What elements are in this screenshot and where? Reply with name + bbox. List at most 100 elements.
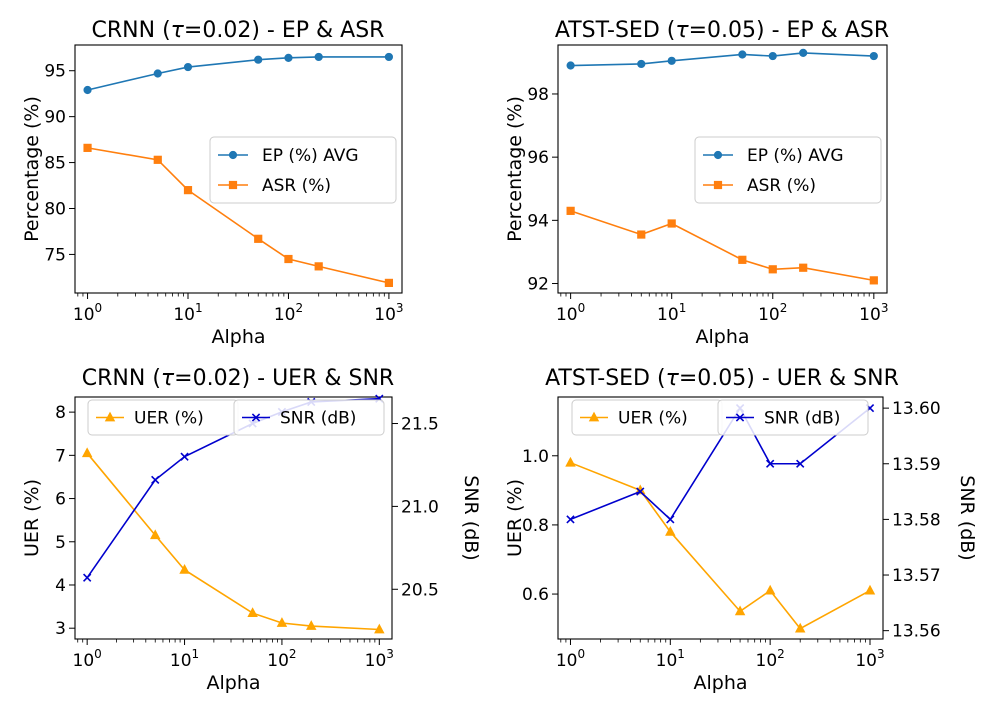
data-point (83, 143, 92, 152)
data-point (183, 62, 193, 72)
y-tick-label: 90 (44, 108, 66, 128)
y-tick-label: 7 (55, 446, 66, 466)
data-point (284, 254, 293, 264)
series-asr (566, 206, 878, 285)
x-tick-exponent: 1 (192, 647, 200, 661)
x-tick-exponent: 1 (677, 647, 685, 661)
data-point (738, 50, 747, 59)
data-point (869, 51, 878, 61)
y-tick-label: 0.6 (522, 585, 549, 605)
x-tick-label: 103 (365, 647, 394, 671)
series-line (570, 52, 874, 67)
y2-tick-label: 13.59 (892, 455, 941, 475)
data-point (565, 456, 576, 467)
data-point (247, 607, 258, 617)
y2-tick-label: 21.5 (401, 415, 439, 435)
data-point (83, 85, 92, 95)
data-point (81, 447, 93, 458)
x-tick-exponent: 0 (577, 647, 585, 661)
legend: UER (%) SNR (dB) (571, 399, 869, 436)
x-tick-base: 10 (657, 305, 679, 325)
data-point (637, 59, 646, 69)
x-tick-exponent: 2 (289, 647, 297, 661)
y-tick-label: 4 (55, 576, 66, 596)
legend-marker (735, 413, 745, 422)
y-tick-label: 1.0 (522, 447, 549, 467)
x-tick-label: 103 (374, 301, 403, 325)
x-tick-base: 10 (73, 651, 95, 671)
x-tick-label: 102 (267, 647, 296, 671)
legend-box (694, 136, 882, 204)
y-axis: 3 4 5 6 7 8 UER (%) (21, 403, 75, 639)
plot-frame (74, 396, 393, 640)
data-point (665, 525, 676, 536)
x-tick-label: 101 (656, 647, 685, 671)
x-tick-base: 10 (274, 305, 296, 325)
series-line (86, 452, 380, 631)
x-tick-label: 101 (170, 647, 199, 671)
y2-tick-label: 20.5 (401, 580, 439, 600)
x-axis-label: Alpha (206, 672, 260, 694)
data-point (768, 265, 777, 274)
x-tick-exponent: 3 (396, 301, 404, 315)
x-tick-label: 101 (173, 301, 202, 325)
plot-frame (557, 396, 884, 640)
y-tick-label: 6 (55, 490, 66, 510)
plot-frame (74, 44, 403, 294)
y2-tick-label: 13.58 (892, 510, 941, 530)
y-tick-label: 92 (527, 275, 549, 295)
chart-title: CRNN (τ=0.02) - UER & SNR (82, 366, 394, 391)
data-point (183, 186, 193, 195)
data-point (384, 52, 394, 62)
x-tick-label: 103 (855, 647, 884, 671)
y-tick-label: 96 (527, 148, 549, 168)
x-tick-exponent: 1 (679, 301, 687, 315)
y-axis-label: UER (%) (21, 479, 43, 557)
data-point (254, 234, 263, 243)
y-tick-label: 8 (55, 403, 66, 423)
series-uer (565, 456, 876, 633)
data-point (180, 452, 189, 461)
x-tick-base: 10 (656, 651, 678, 671)
y2-axis-label: SNR (dB) (460, 475, 482, 560)
y2-tick-label: 13.57 (892, 566, 941, 586)
x-tick-exponent: 2 (780, 301, 788, 315)
legend: EP (%) AVG ASR (%) (694, 136, 882, 204)
x-tick-exponent: 2 (295, 301, 303, 315)
x-axis-label: Alpha (693, 672, 747, 694)
y-axis-label: Percentage (%) (504, 96, 526, 242)
data-point (636, 487, 645, 496)
y-tick-label: 98 (527, 85, 549, 105)
legend-marker (228, 150, 238, 160)
data-point (799, 48, 808, 57)
y-tick-label: 75 (44, 245, 66, 265)
x-tick-exponent: 0 (95, 301, 103, 315)
y-axis: 0.6 0.8 1.0 UER (%) (504, 447, 558, 605)
x-tick-base: 10 (73, 305, 95, 325)
series-line (570, 210, 874, 282)
legend-label: EP (%) AVG (262, 146, 359, 166)
legend-marker (228, 180, 238, 190)
series-line (87, 56, 389, 91)
series-ep-avg (566, 48, 878, 70)
data-point (384, 278, 394, 287)
series-line (570, 461, 871, 630)
x-tick-label: 100 (556, 647, 585, 671)
y-tick-label: 3 (55, 619, 66, 639)
y-tick-label: 5 (55, 533, 66, 553)
legend: EP (%) AVG ASR (%) (209, 136, 397, 204)
series-ep-avg (83, 52, 394, 95)
data-point (864, 584, 876, 595)
legend-label: UER (%) (618, 409, 688, 429)
data-point (794, 622, 806, 633)
chart-title: ATST-SED (τ=0.05) - EP & ASR (555, 18, 889, 43)
data-point (765, 459, 775, 468)
x-tick-exponent: 3 (877, 647, 885, 661)
y-tick-label: 0.8 (522, 516, 549, 536)
x-tick-base: 10 (365, 651, 387, 671)
